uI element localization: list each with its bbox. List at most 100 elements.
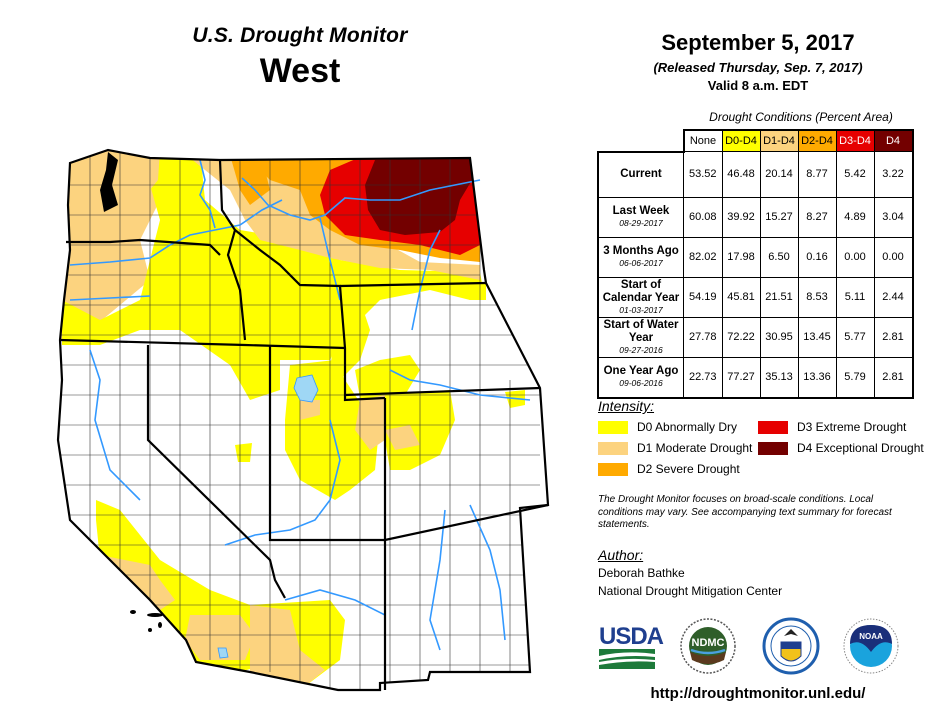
intensity-legend: Intensity: D0 Abnormally Dry D1 Moderate… <box>598 398 928 532</box>
cell-d4: 3.22 <box>873 151 914 198</box>
cell-d2-d4: 8.27 <box>797 196 837 238</box>
col-d0-d4: D0-D4 <box>721 129 761 152</box>
header-blank-cell <box>598 130 684 153</box>
row-label: 3 Months Ago 06-06-2017 <box>597 236 684 278</box>
table-row: Current 53.52 46.48 20.14 8.77 5.42 3.22 <box>597 151 914 198</box>
col-d1-d4: D1-D4 <box>759 129 799 152</box>
cell-d2-d4: 0.16 <box>797 236 837 278</box>
svg-text:NDMC: NDMC <box>692 637 725 649</box>
cell-d1-d4: 20.14 <box>759 151 799 198</box>
cell-d3-d4: 5.79 <box>835 356 875 399</box>
row-label-text: 3 Months Ago <box>603 245 679 257</box>
map-title-block: U.S. Drought Monitor West <box>150 24 450 91</box>
legend-label: D4 Exceptional Drought <box>797 441 924 455</box>
d1-swatch <box>598 441 628 455</box>
disclaimer-text: The Drought Monitor focuses on broad-sca… <box>598 494 892 530</box>
cell-d3-d4: 5.42 <box>835 151 875 198</box>
cell-none: 53.52 <box>683 151 723 198</box>
table-row: One Year Ago 09-06-2016 22.73 77.27 35.13… <box>597 356 914 399</box>
row-label: Last Week 08-29-2017 <box>597 196 684 238</box>
cell-none: 54.19 <box>683 276 723 318</box>
col-d2-d4: D2-D4 <box>797 129 837 152</box>
row-label: Start of Calendar Year 01-03-2017 <box>597 276 684 318</box>
author-block: Author: Deborah Bathke National Drought … <box>598 547 782 600</box>
cell-d3-d4: 0.00 <box>835 236 875 278</box>
table-row: Last Week 08-29-2017 60.08 39.92 15.27 8.… <box>597 196 914 238</box>
author-name: Deborah Bathke <box>598 566 685 580</box>
noaa-logo: NOAA <box>843 618 899 674</box>
legend-item-d1: D1 Moderate Drought <box>598 439 752 457</box>
drought-map <box>56 148 550 692</box>
cell-d4: 2.81 <box>873 356 914 399</box>
legend-label: D1 Moderate Drought <box>637 441 753 455</box>
col-d4: D4 <box>873 129 914 152</box>
legend-label: D2 Severe Drought <box>637 462 740 476</box>
col-d3-d4: D3-D4 <box>835 129 875 152</box>
cell-d4: 2.44 <box>873 276 914 318</box>
col-none: None <box>682 129 723 152</box>
cell-d2-d4: 13.45 <box>797 316 837 358</box>
legend-title: Intensity: <box>598 398 655 414</box>
legend-label: D3 Extreme Drought <box>797 420 907 434</box>
row-date: 01-03-2017 <box>619 304 663 315</box>
ndmc-logo: NDMC <box>680 618 736 674</box>
channel-islands <box>130 610 163 632</box>
d2-swatch <box>598 462 628 476</box>
cell-d1-d4: 35.13 <box>759 356 799 399</box>
row-label: One Year Ago 09-06-2016 <box>597 356 684 399</box>
d3-swatch <box>758 420 788 434</box>
cell-d1-d4: 21.51 <box>759 276 799 318</box>
cell-d0-d4: 17.98 <box>721 236 761 278</box>
cell-d3-d4: 5.77 <box>835 316 875 358</box>
cell-d4: 2.81 <box>873 316 914 358</box>
legend-grid: D0 Abnormally Dry D1 Moderate Drought D2… <box>598 418 928 482</box>
row-label-text: Current <box>620 168 662 180</box>
author-title: Author: <box>598 547 644 563</box>
cell-d3-d4: 5.11 <box>835 276 875 318</box>
region-title: West <box>259 52 341 90</box>
row-label-text: Start of Calendar Year <box>602 278 680 304</box>
legend-item-d4: D4 Exceptional Drought <box>758 439 924 457</box>
sponsor-logos: USDA NDMC NOAA <box>599 617 899 675</box>
table-header-row: None D0-D4 D1-D4 D2-D4 D3-D4 D4 <box>598 129 914 153</box>
website-url[interactable]: http://droughtmonitor.unl.edu/ <box>650 685 866 702</box>
row-date: 09-27-2016 <box>619 344 663 355</box>
cell-none: 27.78 <box>683 316 723 358</box>
svg-text:NOAA: NOAA <box>859 632 883 641</box>
row-label-text: Last Week <box>612 205 670 217</box>
state-borders <box>56 148 550 692</box>
row-label-text: Start of Water Year <box>603 318 679 344</box>
date-block: September 5, 2017 (Released Thursday, Se… <box>596 30 920 93</box>
d0-swatch <box>598 420 628 434</box>
great-salt-lake <box>293 374 319 403</box>
cell-d1-d4: 6.50 <box>759 236 799 278</box>
puget-sound <box>100 152 118 212</box>
map-date: September 5, 2017 <box>661 30 855 55</box>
cell-d0-d4: 45.81 <box>721 276 761 318</box>
cell-d1-d4: 15.27 <box>759 196 799 238</box>
valid-time: Valid 8 a.m. EDT <box>707 78 809 93</box>
cell-d4: 3.04 <box>873 196 914 238</box>
salton-sea <box>217 647 229 659</box>
product-title: U.S. Drought Monitor <box>192 24 408 47</box>
commerce-seal <box>762 617 820 675</box>
d4-swatch <box>758 441 788 455</box>
release-date: (Released Thursday, Sep. 7, 2017) <box>653 60 863 75</box>
svg-text:USDA: USDA <box>599 623 664 650</box>
row-date: 09-06-2016 <box>619 378 663 388</box>
table-row: Start of Calendar Year 01-03-2017 54.19 4… <box>597 276 914 318</box>
cell-d0-d4: 46.48 <box>721 151 761 198</box>
legend-item-d2: D2 Severe Drought <box>598 460 740 478</box>
cell-none: 60.08 <box>683 196 723 238</box>
cell-d1-d4: 30.95 <box>759 316 799 358</box>
row-label: Current <box>597 151 684 198</box>
cell-d0-d4: 77.27 <box>721 356 761 399</box>
cell-none: 22.73 <box>683 356 723 399</box>
usda-logo: USDA <box>599 623 665 669</box>
legend-label: D0 Abnormally Dry <box>637 420 738 434</box>
row-label-text: One Year Ago <box>603 365 679 377</box>
cell-d2-d4: 8.53 <box>797 276 837 318</box>
cell-d0-d4: 39.92 <box>721 196 761 238</box>
cell-none: 82.02 <box>683 236 723 278</box>
legend-item-d0: D0 Abnormally Dry <box>598 418 737 436</box>
